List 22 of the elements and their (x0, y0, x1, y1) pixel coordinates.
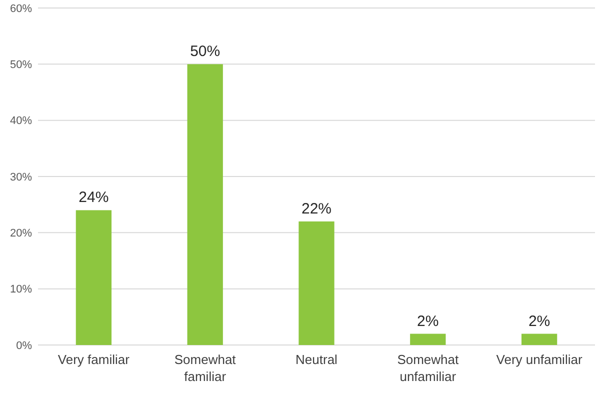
bar (76, 210, 112, 345)
data-label: 2% (417, 312, 439, 330)
x-tick-label: Very unfamiliar (496, 352, 583, 367)
y-tick-label: 0% (16, 340, 32, 352)
y-tick-label: 30% (10, 171, 32, 184)
x-tick-label: Somewhat familiar (174, 352, 236, 384)
data-label: 22% (301, 200, 332, 218)
bar (298, 221, 334, 345)
bar (410, 334, 446, 345)
bar (521, 334, 558, 345)
x-tick-label: Neutral (296, 352, 338, 367)
y-tick-label: 40% (10, 115, 32, 128)
y-tick-label: 10% (10, 284, 32, 296)
x-tick-label: Very familiar (58, 352, 130, 367)
x-tick-label: Somewhat unfamiliar (397, 352, 459, 384)
y-tick-label: 50% (10, 59, 32, 72)
y-tick-label: 60% (10, 2, 32, 15)
data-label: 50% (190, 43, 220, 60)
data-label: 24% (78, 189, 109, 206)
y-tick-label: 20% (10, 228, 32, 240)
data-label: 2% (528, 312, 550, 330)
bar (187, 64, 223, 345)
